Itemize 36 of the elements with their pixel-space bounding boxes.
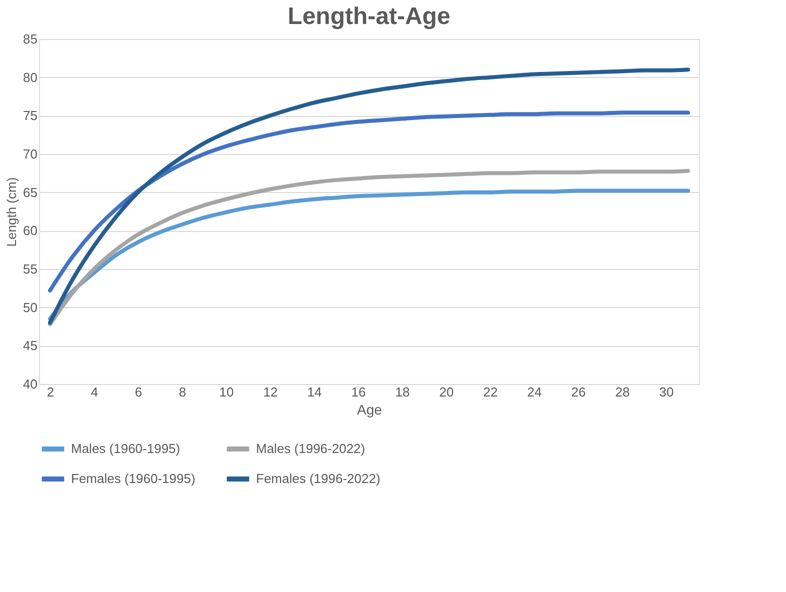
x-axis-title: Age <box>357 402 382 418</box>
legend-label: Males (1996-2022) <box>256 441 366 456</box>
y-tick-label: 80 <box>23 70 38 85</box>
x-tick-label: 2 <box>46 384 54 400</box>
x-tick-label: 10 <box>219 384 234 400</box>
y-tick-label: 70 <box>23 146 38 162</box>
x-tick-label: 26 <box>571 384 586 400</box>
x-tick-label: 28 <box>615 384 630 400</box>
line-series <box>48 188 690 321</box>
y-tick-label: 75 <box>23 108 38 124</box>
y-tick-label: 55 <box>23 262 38 276</box>
x-tick-label: 24 <box>527 384 542 400</box>
x-tick-label: 12 <box>263 384 278 400</box>
x-tick-label: 6 <box>134 384 142 400</box>
legend-label: Females (1996-2022) <box>256 471 380 486</box>
chart-title: Length-at-Age <box>288 3 450 30</box>
legend-label: Males (1960-1995) <box>71 441 180 456</box>
y-tick-label: 45 <box>23 338 38 354</box>
y-tick-label: 65 <box>23 184 38 200</box>
y-axis-title: Length (cm) <box>4 177 20 247</box>
line-series <box>48 110 690 292</box>
x-tick-label: 18 <box>395 384 410 400</box>
line-series <box>48 68 690 325</box>
x-tick-label: 22 <box>483 384 498 400</box>
y-tick-label: 40 <box>23 376 38 392</box>
x-tick-label: 8 <box>178 384 186 400</box>
y-tick-label: 85 <box>23 32 38 46</box>
x-tick-label: 14 <box>307 384 322 400</box>
x-tick-label: 4 <box>90 384 98 400</box>
y-tick-label: 60 <box>23 223 38 238</box>
x-tick-label: 30 <box>659 384 674 400</box>
legend-label: Females (1960-1995) <box>71 471 196 486</box>
x-tick-label: 20 <box>439 384 454 400</box>
x-tick-label: 16 <box>351 384 366 400</box>
y-tick-label: 50 <box>23 300 38 315</box>
line-series <box>48 168 690 326</box>
